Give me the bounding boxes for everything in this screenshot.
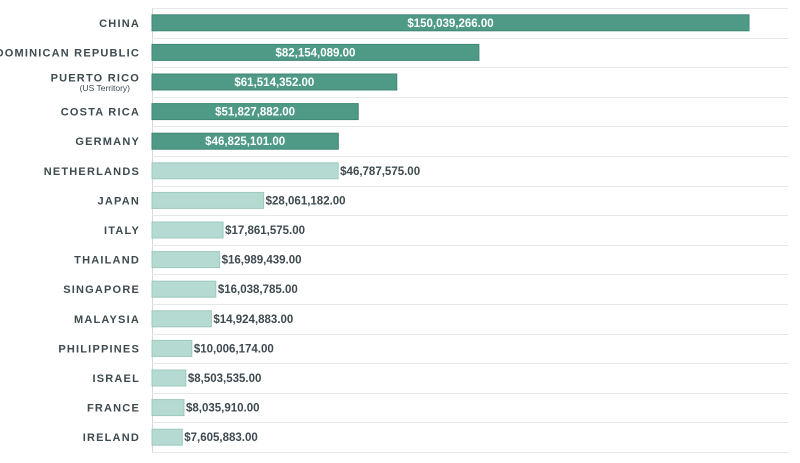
bar (151, 73, 398, 91)
value-label: $10,006,174.00 (194, 343, 274, 355)
value-label: $14,924,883.00 (213, 314, 293, 326)
bar (151, 369, 187, 387)
bar (151, 251, 221, 269)
category-label: THAILAND (74, 255, 140, 267)
bar (151, 280, 217, 298)
value-label: $46,825,101.00 (205, 136, 285, 148)
value-label: $7,605,883.00 (184, 432, 258, 444)
category-label: NETHERLANDS (44, 166, 140, 178)
bar (151, 132, 339, 150)
bar (151, 399, 185, 417)
bar (151, 221, 224, 239)
value-label: $150,039,266.00 (407, 18, 493, 30)
value-label: $16,038,785.00 (218, 284, 298, 296)
category-label: DOMINICAN REPUBLIC (0, 47, 140, 59)
value-label: $82,154,089.00 (275, 47, 355, 59)
bar (151, 191, 265, 209)
category-label: JAPAN (98, 195, 140, 207)
category-label: MALAYSIA (74, 314, 140, 326)
category-label: COSTA RICA (61, 107, 140, 119)
bar (151, 162, 339, 180)
value-label: $51,827,882.00 (215, 107, 295, 119)
category-label: PUERTO RICO (51, 73, 140, 85)
value-label: $8,503,535.00 (188, 373, 262, 385)
bar (151, 310, 212, 328)
category-label: ITALY (104, 225, 140, 237)
category-label: ISRAEL (92, 373, 140, 385)
grid-layer (152, 8, 788, 453)
value-label: $46,787,575.00 (340, 166, 420, 178)
bar (151, 103, 359, 121)
bar (151, 428, 183, 446)
category-label: CHINA (99, 18, 140, 30)
value-label: $16,989,439.00 (222, 255, 302, 267)
labels-layer: CHINA $150,039,266.00 DOMINICAN REPUBLIC $8… (0, 18, 494, 444)
category-label: GERMANY (75, 136, 140, 148)
bar (151, 14, 750, 32)
bars-layer (151, 14, 750, 446)
bar (151, 339, 193, 357)
value-label: $8,035,910.00 (186, 403, 260, 415)
value-label: $17,861,575.00 (225, 225, 305, 237)
category-sublabel: (US Territory) (80, 83, 131, 93)
category-label: IRELAND (83, 432, 140, 444)
value-label: $28,061,182.00 (266, 195, 346, 207)
category-label: SINGAPORE (63, 284, 140, 296)
category-label: FRANCE (87, 403, 140, 415)
bar (151, 43, 480, 61)
category-label: PHILIPPINES (58, 343, 140, 355)
value-label: $61,514,352.00 (234, 77, 314, 89)
